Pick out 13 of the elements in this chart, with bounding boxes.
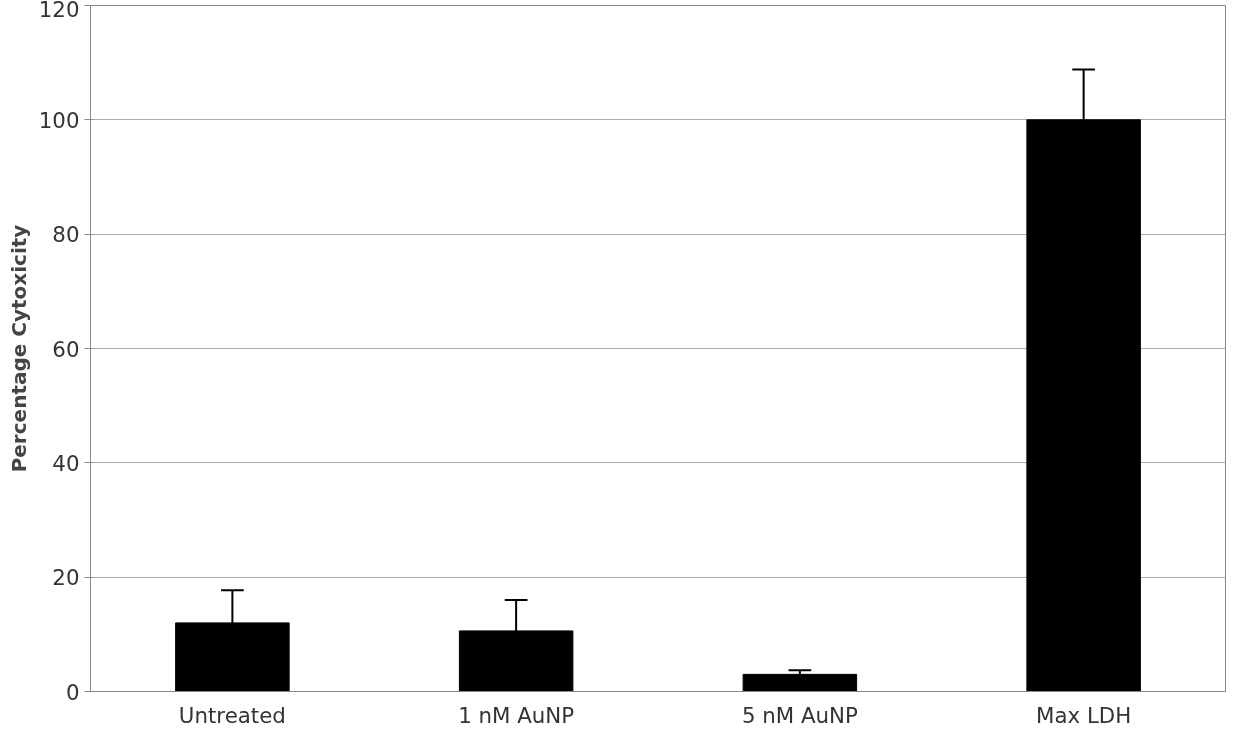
y-tick-label: 120 (38, 0, 80, 22)
y-tick-label: 0 (65, 679, 80, 705)
x-tick-label: Untreated (178, 702, 286, 728)
y-tick-label: 80 (52, 222, 80, 248)
y-tick-label: 40 (52, 450, 80, 476)
y-axis-title: Percentage Cytoxicity (6, 224, 31, 473)
y-tick-label: 60 (52, 336, 80, 362)
y-tick-label: 100 (38, 107, 80, 133)
y-tick-label: 20 (52, 565, 80, 591)
x-tick-label: 1 nM AuNP (458, 702, 575, 728)
x-tick-label: 5 nM AuNP (741, 702, 858, 728)
x-tick-label: Max LDH (1036, 702, 1132, 728)
bar (742, 673, 858, 692)
